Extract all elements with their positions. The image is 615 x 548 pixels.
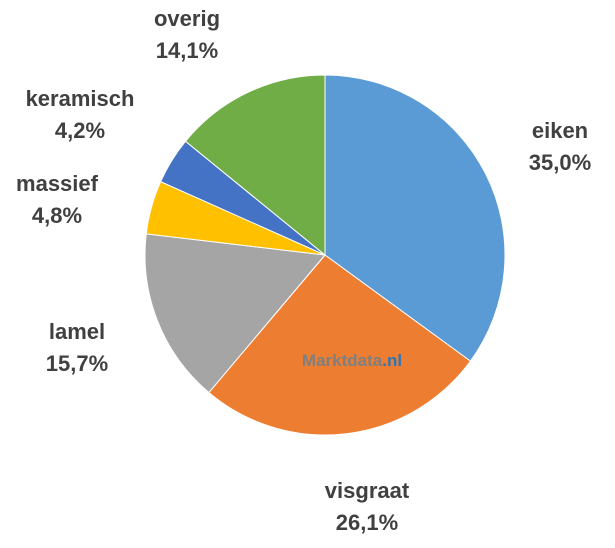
- value-label: 4,2%: [55, 118, 105, 143]
- value-label: 26,1%: [336, 510, 398, 535]
- category-label: visgraat: [325, 478, 410, 503]
- pie-slice: [184, 74, 326, 257]
- value-label: 14,1%: [156, 38, 218, 63]
- category-label: lamel: [49, 319, 105, 344]
- category-label: keramisch: [26, 86, 135, 111]
- value-label: 4,8%: [32, 203, 82, 228]
- pie-slice: [324, 74, 506, 362]
- category-label: overig: [154, 6, 220, 31]
- watermark-text: .nl: [382, 351, 402, 370]
- value-label: 15,7%: [46, 351, 108, 376]
- value-label: 35,0%: [529, 150, 591, 175]
- pie: [144, 74, 506, 436]
- pie-slice: [208, 254, 472, 436]
- watermark-text: Marktdata: [302, 351, 383, 370]
- category-label: eiken: [532, 118, 588, 143]
- watermark: Marktdata.nl: [302, 351, 402, 370]
- category-label: massief: [16, 171, 99, 196]
- pie-slice: [144, 233, 326, 394]
